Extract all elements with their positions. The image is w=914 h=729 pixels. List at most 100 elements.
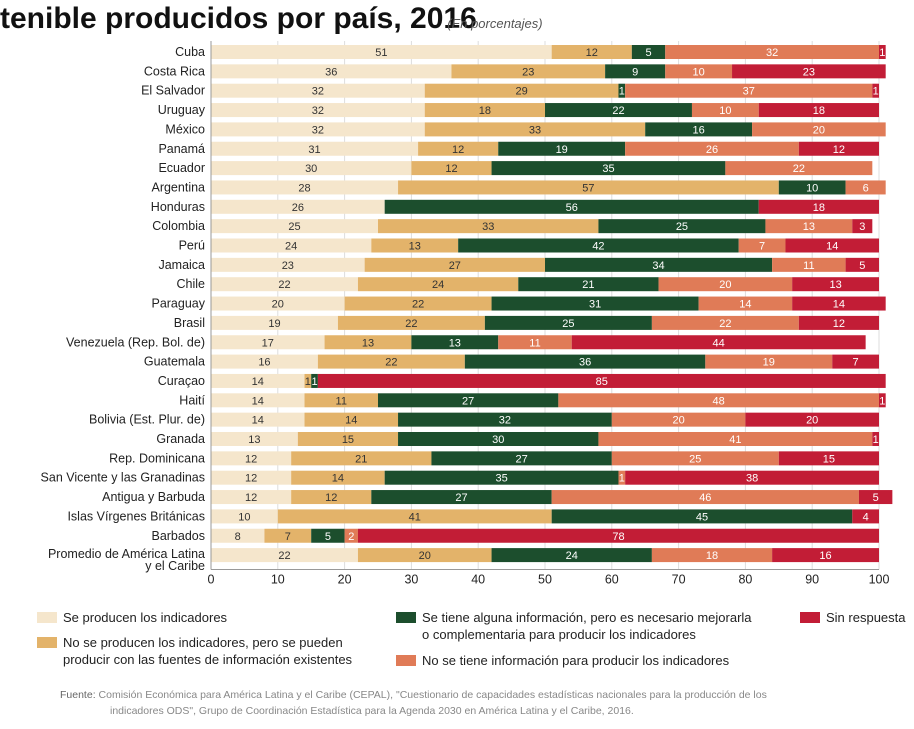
category-label: Paraguay <box>151 297 205 311</box>
bar-segment <box>852 219 873 234</box>
bar-value-label: 20 <box>806 415 818 427</box>
bar-segment <box>732 64 886 79</box>
bar-value-label: 12 <box>445 163 457 175</box>
bar-segment <box>211 412 305 427</box>
bar-value-label: 20 <box>719 279 731 291</box>
bar-segment <box>558 393 879 408</box>
x-tick-label: 80 <box>738 572 752 586</box>
bar-segment <box>398 180 779 195</box>
bar-segment <box>344 296 492 311</box>
bar-value-label: 15 <box>823 453 835 465</box>
bar-segment <box>211 393 305 408</box>
category-label: Perú <box>179 239 205 253</box>
x-tick-label: 90 <box>805 572 819 586</box>
bar-value-label: 22 <box>405 318 417 330</box>
bar-segment <box>658 277 793 292</box>
category-label: Islas Vírgenes Británicas <box>67 509 205 523</box>
category-label: Barbados <box>151 529 205 543</box>
bar-value-label: 1 <box>873 434 879 446</box>
bar-segment <box>424 103 545 118</box>
bar-segment <box>611 451 779 466</box>
bar-segment <box>651 548 773 563</box>
bar-value-label: 34 <box>652 260 664 272</box>
category-label: Granada <box>156 432 205 446</box>
bar-value-label: 1 <box>311 376 317 388</box>
bar-value-label: 23 <box>803 66 815 78</box>
bar-segment <box>431 451 612 466</box>
bar-segment <box>371 238 459 253</box>
bar-segment <box>738 238 786 253</box>
bar-segment <box>384 199 759 214</box>
bar-segment <box>384 470 619 485</box>
bar-value-label: 10 <box>719 105 731 117</box>
category-label: Haití <box>179 393 205 407</box>
bar-segment <box>705 354 833 369</box>
bar-value-label: 14 <box>345 415 357 427</box>
bar-value-label: 11 <box>529 337 540 349</box>
bar-value-label: 20 <box>419 550 431 562</box>
bar-segment <box>798 315 879 330</box>
bar-segment <box>291 490 372 505</box>
bar-segment <box>304 373 312 388</box>
category-label: Costa Rica <box>144 64 205 78</box>
legend-swatch-se-pueden <box>37 637 57 648</box>
bar-value-label: 16 <box>693 124 705 136</box>
bar-segment <box>211 122 425 137</box>
bar-segment <box>698 296 793 311</box>
bar-segment <box>211 373 305 388</box>
chart-title-row: tenible producidos por país, 2016 (En po… <box>0 2 914 42</box>
bar-value-label: 32 <box>312 124 324 136</box>
category-label: Uruguay <box>158 103 206 117</box>
x-tick-label: 40 <box>471 572 485 586</box>
bar-segment <box>758 199 879 214</box>
bar-segment <box>618 83 626 98</box>
bar-segment <box>464 354 706 369</box>
bar-value-label: 13 <box>829 279 841 291</box>
x-tick-label: 0 <box>208 572 215 586</box>
bar-value-label: 32 <box>312 105 324 117</box>
x-tick-label: 20 <box>338 572 352 586</box>
bar-segment <box>651 315 799 330</box>
bar-value-label: 85 <box>596 376 608 388</box>
bar-value-label: 1 <box>879 47 885 59</box>
bar-value-label: 15 <box>342 434 354 446</box>
bar-value-label: 16 <box>819 550 831 562</box>
bar-segment <box>311 528 345 543</box>
bar-segment <box>498 335 572 350</box>
bar-value-label: 26 <box>292 202 304 214</box>
x-tick-label: 100 <box>869 572 890 586</box>
bar-segment <box>424 122 646 137</box>
bar-segment <box>211 161 412 176</box>
x-tick-label: 10 <box>271 572 285 586</box>
bar-value-label: 33 <box>482 221 494 233</box>
bar-value-label: 17 <box>262 337 274 349</box>
bar-value-label: 11 <box>336 395 347 407</box>
bar-value-label: 10 <box>806 182 818 194</box>
bar-segment <box>551 490 859 505</box>
bar-segment <box>304 412 399 427</box>
category-label: Promedio de América Latina <box>48 547 205 561</box>
bar-value-label: 7 <box>853 357 859 369</box>
bar-segment <box>765 219 853 234</box>
bar-value-label: 25 <box>689 453 701 465</box>
bar-value-label: 13 <box>362 337 374 349</box>
bar-segment <box>211 219 378 234</box>
x-tick-label: 30 <box>404 572 418 586</box>
bar-value-label: 19 <box>556 144 568 156</box>
legend-text-alguna-info-2: o complementaria para producir los indic… <box>422 627 696 642</box>
bar-value-label: 22 <box>278 550 290 562</box>
bar-segment <box>491 161 726 176</box>
bar-value-label: 2 <box>348 531 354 543</box>
bar-value-label: 16 <box>258 357 270 369</box>
bar-value-label: 22 <box>719 318 731 330</box>
bar-value-label: 27 <box>455 492 467 504</box>
bar-segment <box>317 373 886 388</box>
bar-segment <box>879 393 886 408</box>
bar-segment <box>211 335 325 350</box>
bar-value-label: 56 <box>566 202 578 214</box>
bar-segment <box>611 412 746 427</box>
bar-segment <box>598 432 873 446</box>
bar-value-label: 36 <box>325 66 337 78</box>
bar-segment <box>598 219 766 234</box>
